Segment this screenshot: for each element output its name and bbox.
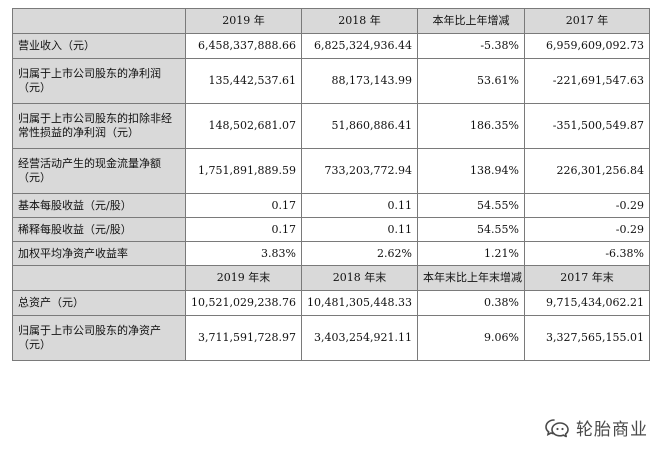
cell-2018: 88,173,143.99 — [301, 58, 418, 104]
cell-2018: 6,825,324,936.44 — [301, 33, 418, 59]
cell-2017: 6,959,609,092.73 — [524, 33, 650, 59]
header-cell-2019: 2019 年 — [185, 8, 302, 34]
header-cell-2018-end: 2018 年末 — [301, 265, 418, 291]
cell-2017-end: 3,327,565,155.01 — [524, 315, 650, 361]
row-label: 加权平均净资产收益率 — [12, 241, 186, 266]
table-row-diluted-eps: 稀释每股收益（元/股） 0.17 0.11 54.55% -0.29 — [12, 217, 650, 242]
row-label: 营业收入（元） — [12, 33, 186, 59]
header-cell-blank — [12, 8, 186, 34]
row-label: 经营活动产生的现金流量净额（元） — [12, 148, 186, 194]
cell-2017: -6.38% — [524, 241, 650, 266]
cell-2019: 135,442,537.61 — [185, 58, 302, 104]
cell-change: -5.38% — [417, 33, 525, 59]
table-row-net-assets: 归属于上市公司股东的净资产（元） 3,711,591,728.97 3,403,… — [12, 315, 650, 361]
cell-2018: 51,860,886.41 — [301, 103, 418, 149]
row-label: 归属于上市公司股东的扣除非经常性损益的净利润（元） — [12, 103, 186, 149]
cell-2019: 0.17 — [185, 217, 302, 242]
cell-2019-end: 10,521,029,238.76 — [185, 290, 302, 316]
header-cell-2018: 2018 年 — [301, 8, 418, 34]
financial-summary-table: 2019 年 2018 年 本年比上年增减 2017 年 营业收入（元） 6,4… — [12, 8, 650, 361]
table-row-revenue: 营业收入（元） 6,458,337,888.66 6,825,324,936.4… — [12, 33, 650, 59]
cell-2017: -0.29 — [524, 193, 650, 218]
cell-2019: 6,458,337,888.66 — [185, 33, 302, 59]
cell-2018: 733,203,772.94 — [301, 148, 418, 194]
cell-2019: 3.83% — [185, 241, 302, 266]
header-cell-2017-end: 2017 年末 — [524, 265, 650, 291]
row-label: 总资产（元） — [12, 290, 186, 316]
cell-change-end: 9.06% — [417, 315, 525, 361]
cell-2017: -0.29 — [524, 217, 650, 242]
table-row-net-profit: 归属于上市公司股东的净利润（元） 135,442,537.61 88,173,1… — [12, 58, 650, 104]
cell-2017: -351,500,549.87 — [524, 103, 650, 149]
cell-2019: 148,502,681.07 — [185, 103, 302, 149]
table-row-net-profit-excl-nonrecurring: 归属于上市公司股东的扣除非经常性损益的净利润（元） 148,502,681.07… — [12, 103, 650, 149]
cell-2019-end: 3,711,591,728.97 — [185, 315, 302, 361]
row-label: 归属于上市公司股东的净利润（元） — [12, 58, 186, 104]
cell-2018: 0.11 — [301, 193, 418, 218]
cell-2017: 226,301,256.84 — [524, 148, 650, 194]
cell-change-end: 0.38% — [417, 290, 525, 316]
cell-change: 54.55% — [417, 193, 525, 218]
header-cell-blank — [12, 265, 186, 291]
wechat-watermark: 轮胎商业 — [544, 414, 648, 440]
cell-2019: 0.17 — [185, 193, 302, 218]
cell-2017-end: 9,715,434,062.21 — [524, 290, 650, 316]
cell-change: 1.21% — [417, 241, 525, 266]
header-cell-2017: 2017 年 — [524, 8, 650, 34]
table-row-roe: 加权平均净资产收益率 3.83% 2.62% 1.21% -6.38% — [12, 241, 650, 266]
wechat-logo-icon — [545, 419, 569, 438]
row-label: 基本每股收益（元/股） — [12, 193, 186, 218]
cell-change: 186.35% — [417, 103, 525, 149]
cell-2018: 0.11 — [301, 217, 418, 242]
table-row-basic-eps: 基本每股收益（元/股） 0.17 0.11 54.55% -0.29 — [12, 193, 650, 218]
watermark-text: 轮胎商业 — [576, 419, 648, 440]
table-header-row: 2019 年 2018 年 本年比上年增减 2017 年 — [12, 8, 650, 34]
cell-2017: -221,691,547.63 — [524, 58, 650, 104]
table-row-operating-cash-flow: 经营活动产生的现金流量净额（元） 1,751,891,889.59 733,20… — [12, 148, 650, 194]
row-label: 稀释每股收益（元/股） — [12, 217, 186, 242]
cell-change: 138.94% — [417, 148, 525, 194]
header-cell-change-end: 本年末比上年末增减 — [417, 265, 525, 291]
cell-2018: 2.62% — [301, 241, 418, 266]
row-label: 归属于上市公司股东的净资产（元） — [12, 315, 186, 361]
cell-2018-end: 3,403,254,921.11 — [301, 315, 418, 361]
cell-change: 53.61% — [417, 58, 525, 104]
cell-2019: 1,751,891,889.59 — [185, 148, 302, 194]
cell-change: 54.55% — [417, 217, 525, 242]
table-header-row-year-end: 2019 年末 2018 年末 本年末比上年末增减 2017 年末 — [12, 265, 650, 291]
header-cell-change: 本年比上年增减 — [417, 8, 525, 34]
header-cell-2019-end: 2019 年末 — [185, 265, 302, 291]
table-row-total-assets: 总资产（元） 10,521,029,238.76 10,481,305,448.… — [12, 290, 650, 316]
cell-2018-end: 10,481,305,448.33 — [301, 290, 418, 316]
